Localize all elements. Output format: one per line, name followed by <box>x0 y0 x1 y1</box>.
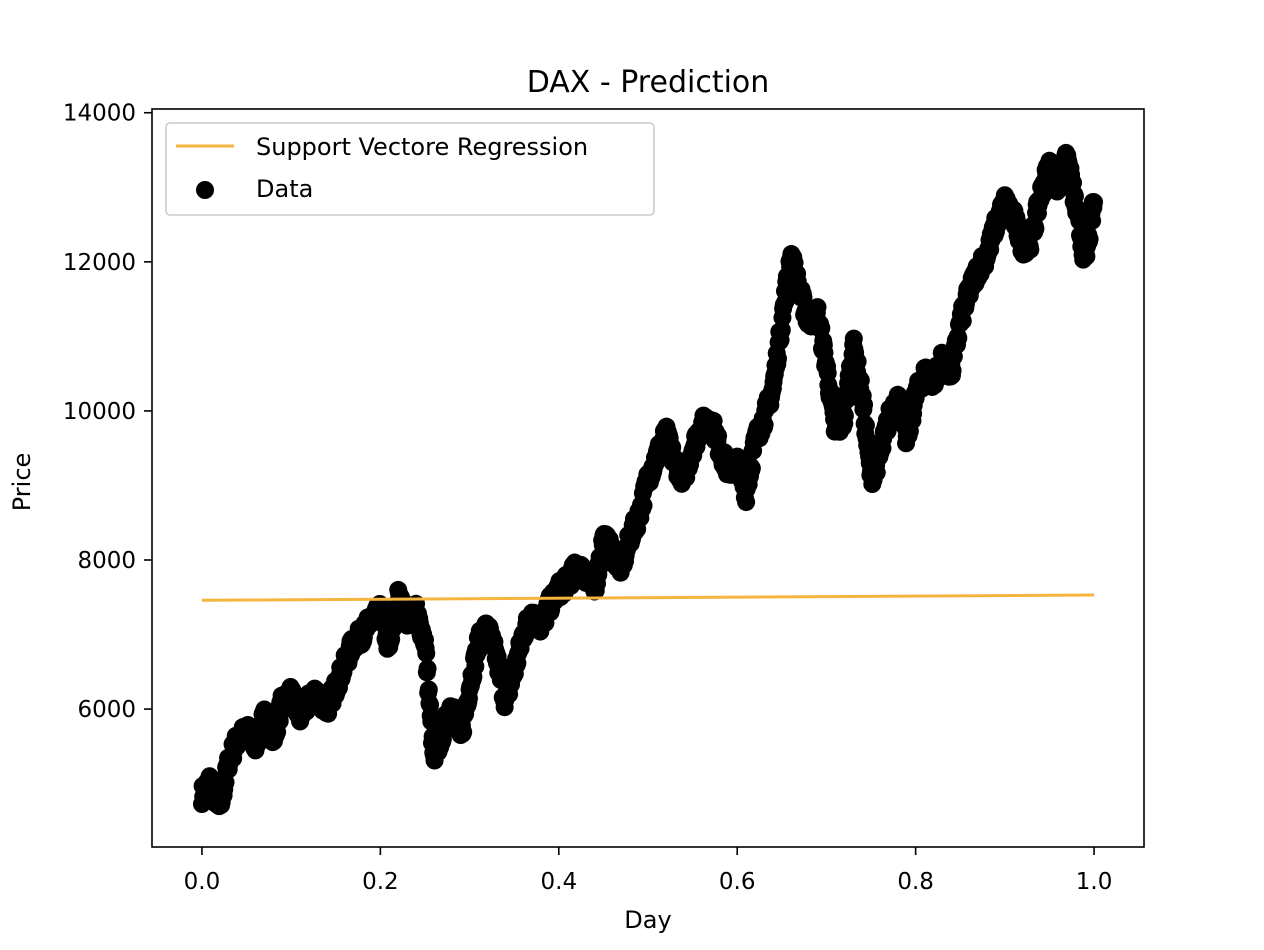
y-tick-label: 8000 <box>77 548 136 574</box>
x-tick-label: 0.4 <box>541 869 578 895</box>
data-point <box>454 723 473 742</box>
data-point <box>755 415 774 434</box>
x-tick-label: 0.6 <box>719 869 756 895</box>
data-point <box>1083 211 1102 230</box>
data-point <box>418 659 437 678</box>
data-point <box>835 406 854 425</box>
data-point <box>851 371 870 390</box>
data-point <box>1085 193 1104 212</box>
legend-swatch-data-marker <box>196 181 214 199</box>
x-tick-label: 0.0 <box>184 869 221 895</box>
data-point <box>794 288 813 307</box>
data-point <box>890 387 909 406</box>
data-point <box>1021 240 1040 259</box>
data-point <box>1080 230 1099 249</box>
legend-label-data: Data <box>256 175 313 203</box>
y-axis-label: Price <box>8 453 36 512</box>
data-point <box>943 361 962 380</box>
data-point <box>709 426 728 445</box>
data-point <box>742 459 761 478</box>
series-data <box>192 143 1104 816</box>
x-tick-label: 0.2 <box>362 869 399 895</box>
y-tick-label: 12000 <box>63 250 136 276</box>
data-point <box>949 328 968 347</box>
y-tick-label: 14000 <box>63 101 136 127</box>
data-point <box>838 390 857 409</box>
legend-box <box>165 122 655 216</box>
data-point <box>634 496 653 515</box>
data-point <box>855 395 874 414</box>
legend-label-svr: Support Vectore Regression <box>256 133 588 161</box>
axes-frame <box>151 108 1145 848</box>
data-point <box>1026 219 1045 238</box>
data-point <box>417 644 436 663</box>
series-svr-line <box>201 593 1095 602</box>
data-point <box>808 298 827 317</box>
data-point <box>776 292 795 311</box>
data-point <box>867 463 886 482</box>
data-point <box>419 680 438 699</box>
chart-title: DAX - Prediction <box>527 65 770 100</box>
y-tick-label: 10000 <box>63 399 136 425</box>
x-tick-label: 1.0 <box>1076 869 1113 895</box>
data-point <box>848 352 867 371</box>
data-point <box>856 416 875 435</box>
y-tick-label: 6000 <box>77 697 136 723</box>
data-point <box>768 349 787 368</box>
x-axis-label: Day <box>624 906 671 934</box>
plot-area <box>192 143 1104 816</box>
data-point <box>737 493 756 512</box>
x-tick-label: 0.8 <box>897 869 934 895</box>
y-axis-ticks: 6000 8000 10000 12000 14000 <box>63 101 152 723</box>
legend: Support Vectore Regression Data <box>165 122 655 216</box>
x-axis-ticks: 0.0 0.2 0.4 0.6 0.8 1.0 <box>184 847 1113 895</box>
